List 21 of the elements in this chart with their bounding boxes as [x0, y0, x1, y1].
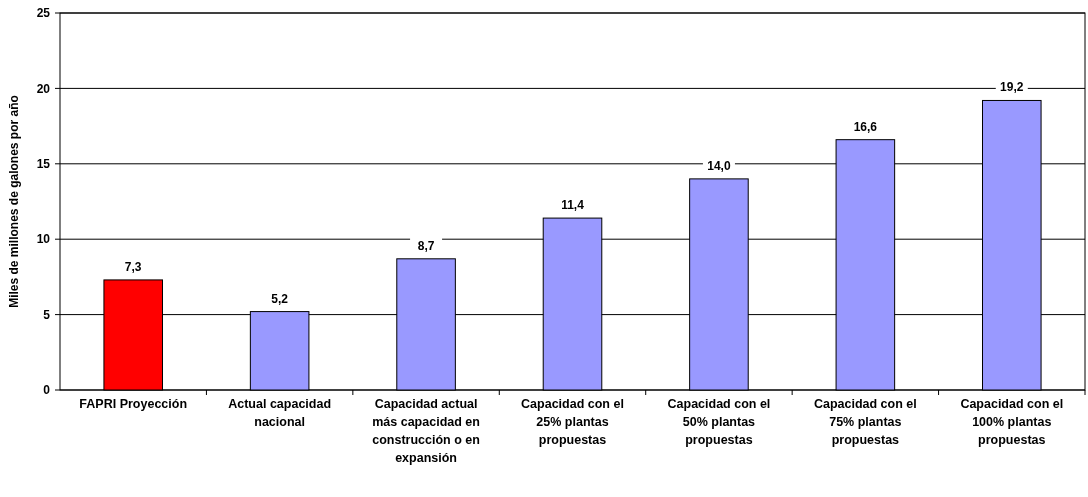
y-tick-label: 25 — [36, 6, 51, 21]
y-tick-label: 5 — [43, 307, 51, 322]
y-axis-title: Miles de millones de galones por año — [7, 95, 21, 308]
data-label: 19,2 — [1000, 80, 1024, 95]
x-tick-label: Capacidad con el 25% plantas propuestas — [521, 397, 624, 447]
data-label: 11,4 — [561, 198, 585, 213]
y-tick-label: 0 — [43, 383, 51, 398]
x-tick-label: Capacidad actual más capacidad en construcción o en expansión — [372, 397, 480, 465]
data-label: 14,0 — [707, 158, 731, 173]
y-tick-label: 15 — [36, 157, 51, 171]
x-tick-label: Capacidad con el 50% plantas propuestas — [667, 397, 771, 447]
data-label: 8,7 — [417, 238, 435, 253]
y-tick-label: 20 — [36, 81, 51, 96]
x-tick-label: Capacidad con el 100% plantas propuestas — [960, 397, 1064, 447]
x-tick-label: FAPRI Proyección — [79, 397, 188, 411]
x-tick-label: Actual capacidad nacional — [228, 397, 332, 429]
data-label: 7,3 — [124, 259, 142, 274]
data-label: 5,2 — [271, 291, 289, 306]
x-tick-label: Capacidad con el 75% plantas propuestas — [813, 397, 917, 447]
y-tick-label: 10 — [36, 232, 51, 247]
data-label: 16,6 — [853, 119, 878, 134]
